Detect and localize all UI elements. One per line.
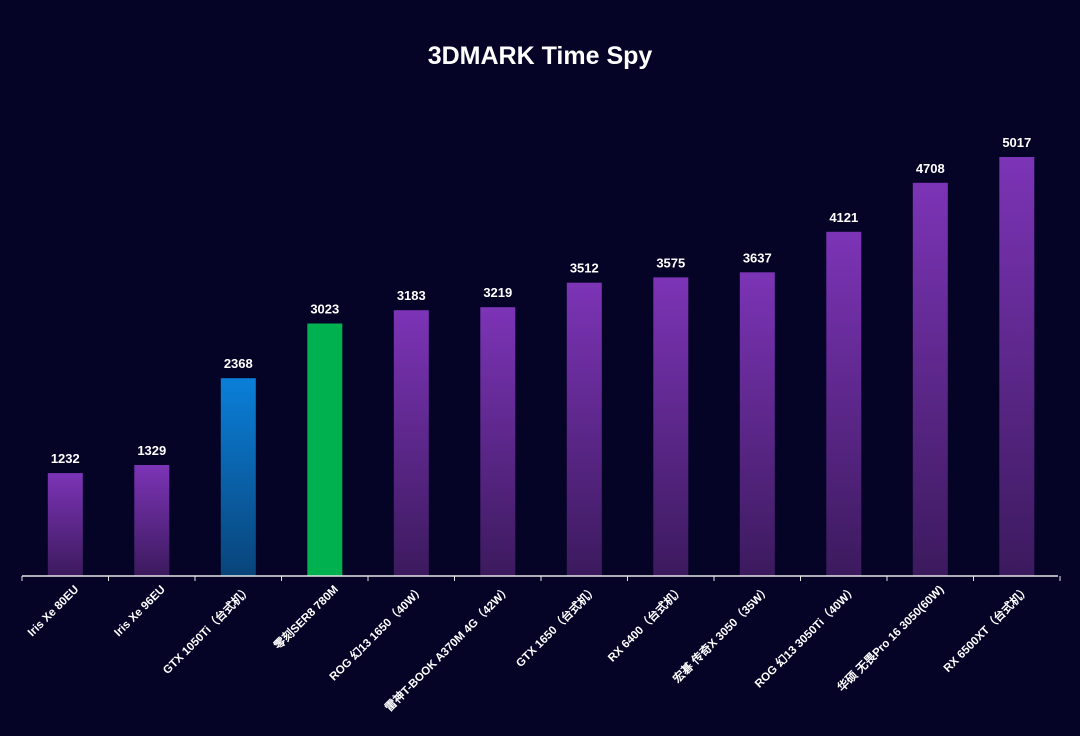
bar: [566, 282, 602, 576]
bar-value-label: 3512: [570, 261, 599, 276]
bar-value-label: 3023: [310, 302, 339, 317]
chart-title: 3DMARK Time Spy: [427, 42, 653, 70]
category-tick-label: GTX 1050Ti（台式机）: [160, 582, 255, 677]
bar-value-label: 3575: [656, 255, 685, 270]
bar: [220, 378, 256, 576]
bar: [307, 323, 343, 576]
bar: [393, 310, 429, 576]
bar-value-label: 3637: [743, 250, 772, 265]
bar-value-label: 3183: [397, 288, 426, 303]
bar: [999, 157, 1035, 576]
category-tick-label: ROG 幻13 1650（40W）: [326, 582, 427, 683]
category-tick-label: Iris Xe 80EU: [26, 584, 81, 639]
bar: [739, 272, 775, 576]
category-tick-label: 宏碁 传奇X 3050（35W）: [670, 582, 773, 685]
bar: [47, 473, 83, 576]
category-tick-label: ROG 幻13 3050Ti（40W）: [752, 582, 860, 690]
bar-value-label: 1329: [137, 443, 166, 458]
bar: [134, 465, 170, 576]
bar-value-label: 3219: [483, 285, 512, 300]
bar: [912, 182, 948, 577]
bar-value-label: 4121: [829, 210, 858, 225]
bar-value-label: 5017: [1002, 135, 1031, 150]
category-tick-label: GTX 1650（台式机）: [513, 582, 601, 670]
bar-value-label: 1232: [51, 451, 80, 466]
category-tick-label: RX 6400（台式机）: [605, 582, 687, 664]
category-tick-label: RX 6500XT（台式机）: [940, 582, 1033, 675]
bar-value-label: 2368: [224, 356, 253, 371]
category-tick-label: 零刻SER8 780M: [270, 582, 341, 653]
bar-value-label: 4708: [916, 161, 945, 176]
category-tick-label: Iris Xe 96EU: [112, 584, 167, 639]
bar: [826, 231, 862, 577]
bar: [653, 277, 689, 576]
bar: [480, 307, 516, 576]
